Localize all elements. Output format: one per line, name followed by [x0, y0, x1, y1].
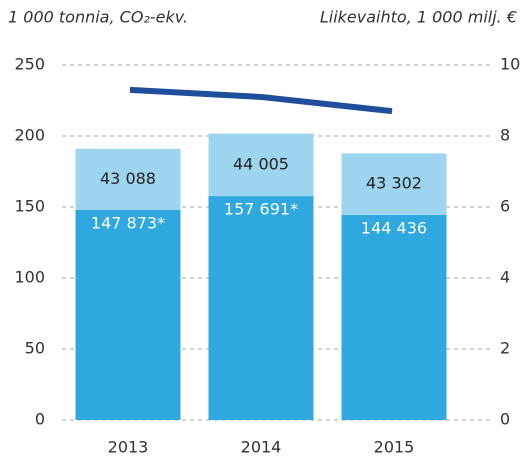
line [129, 86, 393, 115]
bar-segment [75, 210, 181, 420]
x-tick-label: 2014 [241, 438, 282, 457]
value-label: 43 302 [366, 174, 422, 193]
bar-segment [208, 196, 314, 420]
y2-tick-label: 10 [500, 55, 520, 74]
y2-tick-label: 4 [500, 268, 510, 287]
value-label: 157 691* [224, 200, 298, 219]
y2-tick-label: 8 [500, 126, 510, 145]
bar-segment [341, 153, 447, 215]
bar-segment [341, 214, 447, 420]
value-label: 44 005 [233, 154, 289, 173]
x-tick-label: 2015 [374, 438, 415, 457]
bar-segment [208, 133, 314, 197]
value-label: 147 873* [91, 214, 165, 233]
y2-tick-label: 6 [500, 197, 510, 216]
bar-segment [75, 148, 181, 211]
value-label: 144 436 [361, 218, 427, 237]
y2-axis-title: Liikevaihto, 1 000 milj. € [320, 8, 517, 27]
y-tick-label: 50 [25, 339, 45, 358]
y2-tick-label: 2 [500, 339, 510, 358]
y-tick-label: 200 [14, 126, 45, 145]
y-tick-label: 150 [14, 197, 45, 216]
value-label: 43 088 [100, 169, 156, 188]
y-axis-title: 1 000 tonnia, CO₂-ekv. [8, 8, 188, 27]
y2-tick-label: 0 [500, 410, 510, 429]
y-tick-label: 250 [14, 55, 45, 74]
y-tick-label: 0 [35, 410, 45, 429]
x-tick-label: 2013 [108, 438, 149, 457]
y-tick-label: 100 [14, 268, 45, 287]
